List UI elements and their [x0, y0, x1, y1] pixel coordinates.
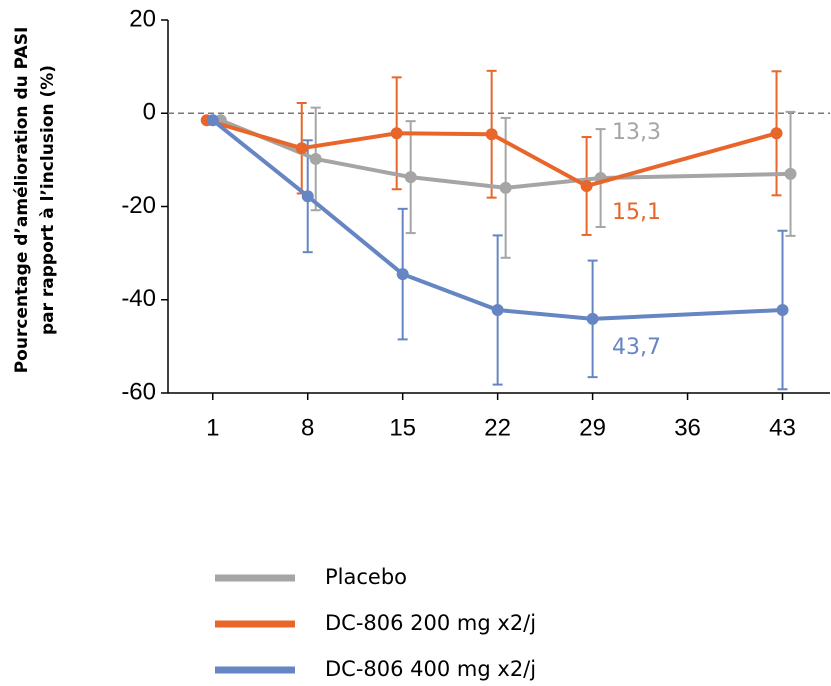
x-tick-label: 8: [301, 414, 314, 441]
data-point: [491, 304, 504, 317]
data-point: [309, 152, 322, 165]
data-point: [776, 304, 789, 317]
y-label-line: par rapport à l’inclusion (%): [38, 65, 58, 335]
y-tick-label: 0: [143, 99, 156, 126]
x-tick-label: 43: [769, 414, 796, 441]
x-tick-label: 36: [674, 414, 701, 441]
y-tick-label: -40: [121, 285, 156, 312]
legend-label: DC-806 400 mg x2/j: [325, 657, 536, 681]
data-point: [485, 128, 498, 141]
legend-label: Placebo: [325, 565, 407, 589]
data-point: [301, 190, 314, 203]
x-tick-label: 15: [389, 414, 416, 441]
data-point: [580, 179, 593, 192]
y-axis-title: Pourcentage d’amélioration du PASI par r…: [12, 27, 58, 374]
series-line: [206, 118, 778, 189]
annotation: 43,7: [612, 335, 661, 360]
data-point: [390, 127, 403, 140]
x-tick-label: 1: [206, 414, 219, 441]
y-tick-label: -60: [121, 378, 156, 405]
annotation: 15,1: [612, 200, 661, 225]
series-line: [211, 118, 783, 321]
data-point: [499, 181, 512, 194]
x-tick-label: 22: [484, 414, 511, 441]
data-point: [770, 127, 783, 140]
y-tick-label: -20: [121, 192, 156, 219]
y-label-line: Pourcentage d’amélioration du PASI: [12, 27, 32, 374]
data-point: [784, 167, 797, 180]
annotation: 13,3: [612, 120, 661, 145]
data-point: [404, 171, 417, 184]
data-point: [295, 142, 308, 155]
y-tick-label: 20: [129, 5, 156, 32]
data-point: [206, 114, 219, 127]
data-point: [586, 312, 599, 325]
legend-label: DC-806 200 mg x2/j: [325, 611, 536, 635]
x-tick-label: 29: [579, 414, 606, 441]
data-point: [396, 268, 409, 281]
